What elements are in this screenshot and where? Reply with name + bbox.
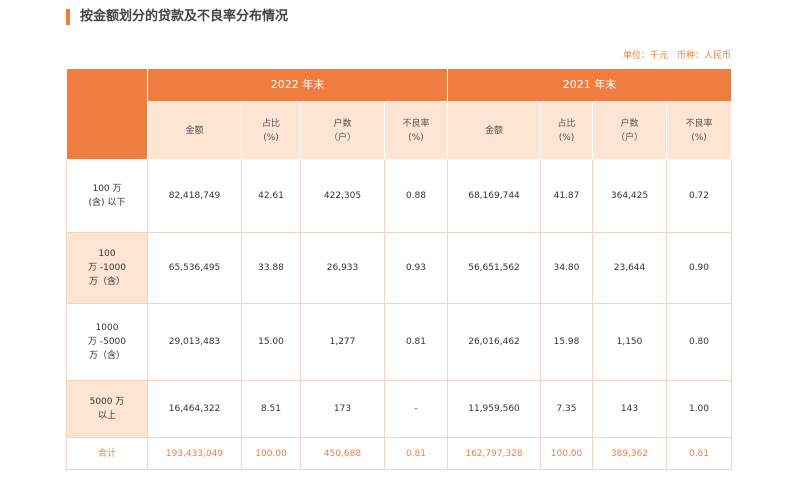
- cell: -: [384, 380, 448, 438]
- cell: 7.35: [540, 380, 593, 438]
- text-line: 1000: [95, 323, 119, 333]
- cell: 26,933: [300, 232, 385, 304]
- cell: 0.93: [384, 232, 448, 304]
- cell: 11,959,560: [447, 380, 541, 438]
- group-header: 2022 年末: [147, 68, 448, 102]
- row-label: 100 万 (含) 以下: [66, 159, 148, 233]
- cell: 100.00: [241, 437, 301, 470]
- cell: 0.72: [666, 159, 732, 233]
- header-row: 2022 年末 2021 年末: [66, 68, 732, 160]
- column-header: 户数 （户）: [300, 101, 385, 160]
- cell: 68,169,744: [447, 159, 541, 233]
- cell: 15.98: [540, 303, 593, 381]
- row-label: 5000 万以上: [66, 380, 148, 438]
- text-line: 万（含）: [88, 351, 125, 361]
- text-line: 金额: [185, 125, 204, 136]
- text-line: (%): [691, 132, 707, 143]
- text-line: 5000 万: [89, 397, 125, 407]
- table: 2022 年末 2021 年末 金额 占比 (%) 户数 （户） 不良率 (%) 金额 占比 (%) 户…: [66, 68, 732, 470]
- column-header: 占比 (%): [540, 101, 593, 160]
- cell: 143: [592, 380, 667, 438]
- text-line: 户数: [333, 118, 352, 129]
- text-line: (含) 以下: [88, 198, 126, 208]
- cell: 0.81: [384, 303, 448, 381]
- cell: 82,418,749: [147, 159, 242, 233]
- cell: 0.81: [384, 437, 448, 470]
- cell: 41.87: [540, 159, 593, 233]
- cell: 173: [300, 380, 385, 438]
- corner: [66, 68, 148, 160]
- total-row: 合计 193,433,049 100.00 450,688 0.81 162,797,32…: [66, 437, 732, 470]
- text-line: (%): [263, 132, 279, 143]
- text-line: 不良率: [685, 118, 713, 129]
- data-row: 1000 万 -5000 万（含） 29,013,483 15.00 1,277 0.81 2…: [66, 303, 732, 381]
- column-header: 不良率 (%): [384, 101, 448, 160]
- text-line: （户）: [328, 132, 356, 143]
- cell: 16,464,322: [147, 380, 242, 438]
- cell: 34.80: [540, 232, 593, 304]
- cell: 0.80: [666, 303, 732, 381]
- row-label: 100 万 -1000 万（含）: [66, 232, 148, 304]
- cell: 422,305: [300, 159, 385, 233]
- group-header: 2021 年末: [447, 68, 732, 102]
- column-header: 占比 (%): [241, 101, 301, 160]
- cell: 1,277: [300, 303, 385, 381]
- text-line: （户）: [615, 132, 643, 143]
- cell: 8.51: [241, 380, 301, 438]
- column-header: 金额: [147, 101, 242, 160]
- cell: 23,644: [592, 232, 667, 304]
- cell: 0.81: [666, 437, 732, 470]
- text-line: 户数: [620, 118, 639, 129]
- cell: 65,536,495: [147, 232, 242, 304]
- cell: 15.00: [241, 303, 301, 381]
- unit: 单位：千元 币种：人民币: [622, 51, 731, 61]
- cell: 193,433,049: [147, 437, 242, 470]
- cell: 33.88: [241, 232, 301, 304]
- cell: 0.90: [666, 232, 732, 304]
- cell: 1,150: [592, 303, 667, 381]
- title: 按金额划分的贷款及不良率分布情况: [66, 9, 288, 25]
- row-label: 1000 万 -5000 万（含）: [66, 303, 148, 381]
- text-line: 万 -5000: [87, 337, 126, 347]
- text-line: (%): [408, 132, 424, 143]
- column-header: 户数 （户）: [592, 101, 667, 160]
- text-line: 占比: [557, 118, 576, 129]
- cell: 1.00: [666, 380, 732, 438]
- text-line: 万（含）: [88, 277, 125, 287]
- text-line: (%): [558, 132, 575, 143]
- cell: 162,797,328: [447, 437, 541, 470]
- cell: 0.88: [384, 159, 448, 233]
- cell: 389,362: [592, 437, 667, 470]
- column-header: 金额: [447, 101, 541, 160]
- text-line: 不良率: [402, 118, 430, 129]
- text-line: 金额: [484, 125, 503, 136]
- header-row: 金额 占比 (%) 户数 （户） 不良率 (%) 金额 占比 (%) 户数 （户） 不良率 (%): [67, 101, 732, 160]
- cell: 26,016,462: [447, 303, 541, 381]
- text-line: 万 -1000: [87, 263, 126, 273]
- cell: 29,013,483: [147, 303, 242, 381]
- data-row: 100 万 (含) 以下 82,418,749 42.61 422,305 0.88 68,…: [66, 159, 732, 233]
- cell: 42.61: [241, 159, 301, 233]
- column-header: 不良率 (%): [666, 101, 732, 160]
- cell: 100.00: [540, 437, 593, 470]
- cell: 56,651,562: [447, 232, 541, 304]
- text-line: 占比: [261, 118, 280, 129]
- cell: 450,688: [300, 437, 385, 470]
- text-line: 100: [98, 249, 116, 259]
- text-line: 以上: [97, 411, 116, 421]
- data-row: 5000 万以上 16,464,322 8.51 173-11,959,560 7.35…: [66, 380, 732, 438]
- data-row: 100 万 -1000 万（含） 65,536,495 33.88 26,933 0.93 5…: [66, 232, 732, 304]
- row-label: 合计: [66, 437, 148, 470]
- text-line: 100 万: [92, 184, 122, 194]
- cell: 364,425: [592, 159, 667, 233]
